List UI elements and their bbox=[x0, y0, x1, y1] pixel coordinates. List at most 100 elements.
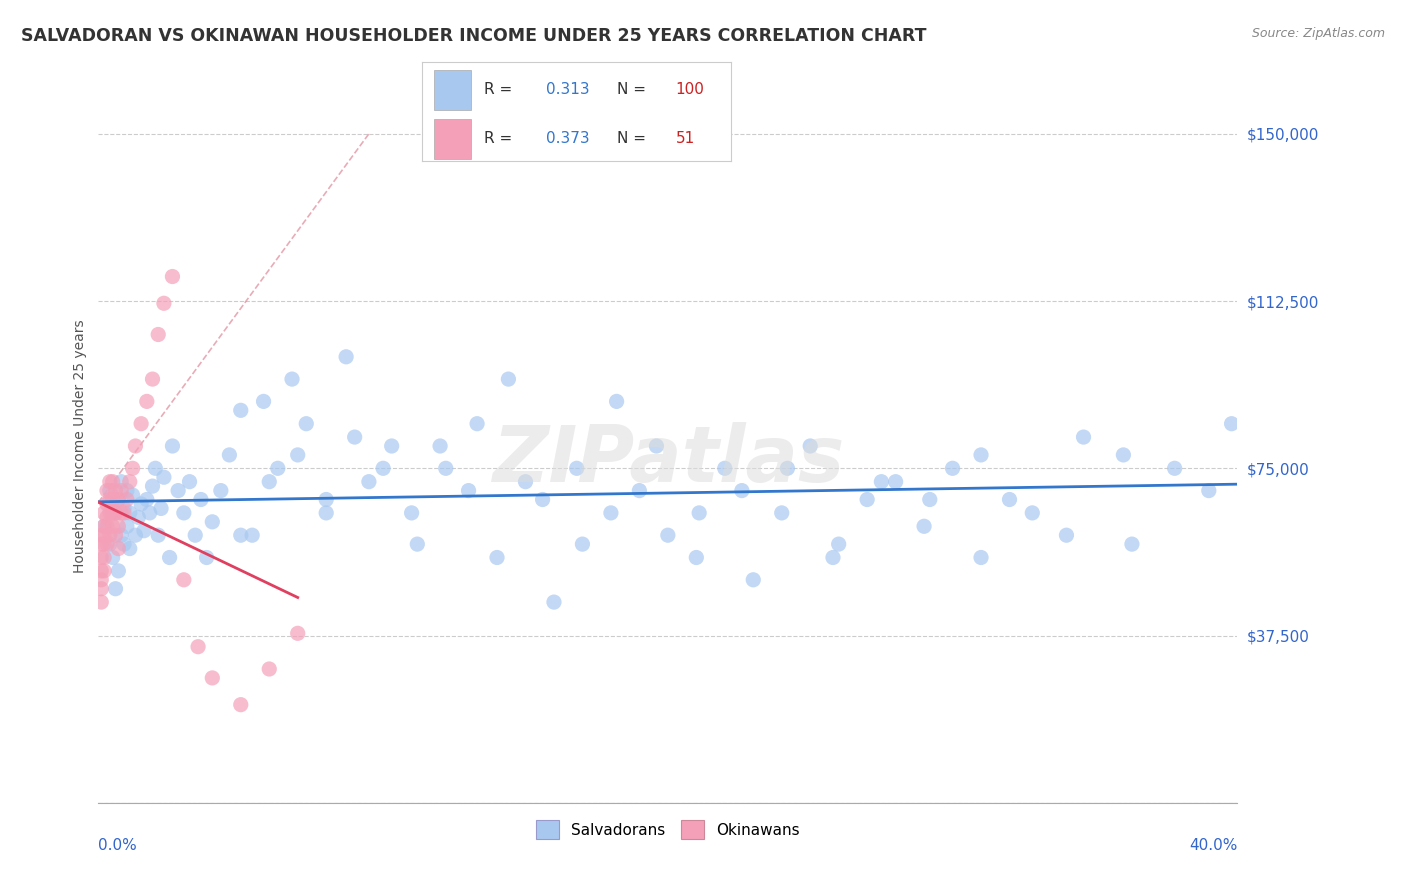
Point bbox=[101, 506, 124, 520]
Point bbox=[107, 519, 129, 533]
FancyBboxPatch shape bbox=[434, 70, 471, 110]
Point bbox=[118, 506, 141, 520]
Point bbox=[870, 475, 893, 489]
Point bbox=[531, 492, 554, 507]
Text: 100: 100 bbox=[675, 82, 704, 97]
Point bbox=[201, 671, 224, 685]
Point bbox=[457, 483, 479, 498]
Point bbox=[98, 483, 121, 498]
Point bbox=[93, 550, 115, 565]
Point bbox=[110, 475, 132, 489]
Point bbox=[381, 439, 404, 453]
Point bbox=[101, 492, 124, 507]
Point bbox=[107, 492, 129, 507]
Point bbox=[600, 506, 623, 520]
Point bbox=[93, 519, 115, 533]
Point bbox=[115, 492, 138, 507]
Text: 0.313: 0.313 bbox=[546, 82, 589, 97]
Point bbox=[770, 506, 793, 520]
Point bbox=[101, 550, 124, 565]
Point bbox=[799, 439, 821, 453]
Point bbox=[129, 497, 152, 511]
Point bbox=[179, 475, 201, 489]
Point bbox=[229, 528, 252, 542]
Point bbox=[821, 550, 844, 565]
Point bbox=[173, 573, 195, 587]
Point bbox=[187, 640, 209, 654]
Point bbox=[281, 372, 304, 386]
Point bbox=[685, 550, 707, 565]
Point bbox=[90, 564, 112, 578]
Point bbox=[1163, 461, 1185, 475]
Point bbox=[90, 528, 112, 542]
Point bbox=[153, 296, 176, 310]
Point bbox=[434, 461, 457, 475]
Point bbox=[104, 582, 127, 596]
Point bbox=[515, 475, 537, 489]
Point bbox=[406, 537, 429, 551]
Text: 51: 51 bbox=[675, 131, 695, 146]
Text: 0.373: 0.373 bbox=[546, 131, 589, 146]
Point bbox=[98, 475, 121, 489]
Point bbox=[295, 417, 318, 431]
Point bbox=[93, 528, 115, 542]
Point bbox=[90, 582, 112, 596]
Point bbox=[195, 550, 218, 565]
Point bbox=[96, 519, 118, 533]
Point bbox=[101, 475, 124, 489]
Point bbox=[465, 417, 488, 431]
Point bbox=[565, 461, 588, 475]
Point bbox=[145, 461, 167, 475]
Point bbox=[112, 537, 135, 551]
Point bbox=[543, 595, 565, 609]
Point bbox=[190, 492, 212, 507]
Point bbox=[970, 550, 993, 565]
Point bbox=[688, 506, 710, 520]
FancyBboxPatch shape bbox=[434, 120, 471, 159]
Point bbox=[104, 506, 127, 520]
Point bbox=[96, 537, 118, 551]
Point bbox=[201, 515, 224, 529]
Point bbox=[357, 475, 380, 489]
Point bbox=[98, 528, 121, 542]
Point bbox=[162, 439, 184, 453]
Point bbox=[110, 506, 132, 520]
Point bbox=[884, 475, 907, 489]
Point bbox=[148, 528, 170, 542]
Point bbox=[1021, 506, 1043, 520]
Point bbox=[267, 461, 290, 475]
Point bbox=[173, 506, 195, 520]
Point bbox=[776, 461, 799, 475]
Point bbox=[107, 564, 129, 578]
Point bbox=[96, 497, 118, 511]
Point bbox=[90, 550, 112, 565]
Point bbox=[118, 541, 141, 556]
Point bbox=[240, 528, 263, 542]
Point bbox=[259, 662, 281, 676]
Point bbox=[118, 475, 141, 489]
Point bbox=[138, 506, 160, 520]
Y-axis label: Householder Income Under 25 years: Householder Income Under 25 years bbox=[73, 319, 87, 573]
Point bbox=[141, 372, 163, 386]
Point bbox=[96, 483, 118, 498]
Point bbox=[714, 461, 737, 475]
Text: ZIPatlas: ZIPatlas bbox=[492, 422, 844, 499]
Point bbox=[162, 269, 184, 284]
Point bbox=[429, 439, 451, 453]
Point bbox=[373, 461, 395, 475]
Point bbox=[98, 506, 121, 520]
Point bbox=[150, 501, 173, 516]
Point bbox=[229, 403, 252, 417]
Legend: Salvadorans, Okinawans: Salvadorans, Okinawans bbox=[530, 814, 806, 845]
Point bbox=[98, 537, 121, 551]
Point bbox=[401, 506, 423, 520]
Point bbox=[135, 492, 157, 507]
Point bbox=[127, 510, 149, 524]
Point bbox=[115, 483, 138, 498]
Point bbox=[121, 461, 143, 475]
Point bbox=[90, 595, 112, 609]
Text: SALVADORAN VS OKINAWAN HOUSEHOLDER INCOME UNDER 25 YEARS CORRELATION CHART: SALVADORAN VS OKINAWAN HOUSEHOLDER INCOM… bbox=[21, 27, 927, 45]
Point bbox=[343, 430, 366, 444]
Point bbox=[93, 519, 115, 533]
Point bbox=[129, 417, 152, 431]
